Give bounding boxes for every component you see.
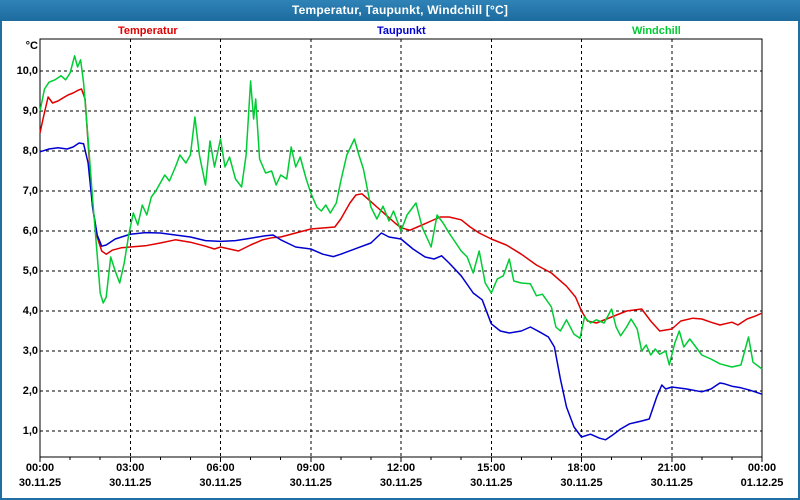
x-tick-time-label: 15:00 bbox=[477, 462, 506, 474]
x-tick-date-label: 30.11.25 bbox=[650, 477, 693, 489]
y-tick-label: 8,0 bbox=[22, 144, 38, 157]
x-tick-date-label: 30.11.25 bbox=[560, 477, 603, 489]
legend-item-temperatur: Temperatur bbox=[118, 25, 178, 37]
x-tick-time-label: 06:00 bbox=[206, 462, 235, 474]
y-tick-label: 3,0 bbox=[22, 344, 38, 357]
x-tick-date-label: 30.11.25 bbox=[379, 477, 423, 489]
legend-item-taupunkt: Taupunkt bbox=[377, 25, 426, 37]
x-tick-time-label: 00:00 bbox=[747, 462, 777, 474]
x-tick-time-label: 09:00 bbox=[296, 462, 325, 474]
x-tick-date-label: 30.11.25 bbox=[18, 477, 62, 489]
x-tick-date-label: 30.11.25 bbox=[199, 477, 242, 489]
x-tick-time-label: 12:00 bbox=[386, 462, 416, 474]
series-line-taupunkt bbox=[39, 142, 763, 441]
x-tick-date-label: 30.11.25 bbox=[289, 477, 332, 489]
y-tick-label: 1,0 bbox=[22, 424, 38, 437]
window-border-bottom bbox=[0, 498, 800, 500]
x-tick-time-label: 18:00 bbox=[567, 462, 596, 474]
y-tick-label: 2,0 bbox=[22, 384, 38, 397]
x-tick-date-label: 30.11.25 bbox=[109, 477, 152, 489]
window-border-left bbox=[0, 21, 2, 500]
title-bar[interactable]: Temperatur, Taupunkt, Windchill [°C] bbox=[0, 0, 800, 21]
y-tick-label: 5,0 bbox=[22, 264, 38, 277]
x-tick-date-label: 30.11.25 bbox=[470, 477, 513, 489]
y-tick-label: 9,0 bbox=[22, 104, 38, 117]
y-axis-unit-label: °C bbox=[25, 40, 38, 52]
series-line-windchill bbox=[39, 55, 763, 370]
legend-item-windchill: Windchill bbox=[632, 25, 681, 37]
x-tick-time-label: 00:00 bbox=[25, 462, 55, 474]
window-border-right bbox=[798, 21, 800, 500]
y-tick-label: 4,0 bbox=[22, 304, 38, 317]
x-tick-time-label: 21:00 bbox=[657, 462, 686, 474]
y-tick-label: 10,0 bbox=[16, 64, 38, 77]
y-tick-label: 6,0 bbox=[22, 224, 38, 237]
window-title: Temperatur, Taupunkt, Windchill [°C] bbox=[291, 3, 509, 17]
x-tick-date-label: 01.12.25 bbox=[740, 477, 784, 489]
y-tick-label: 7,0 bbox=[22, 184, 38, 197]
x-tick-time-label: 03:00 bbox=[116, 462, 145, 474]
